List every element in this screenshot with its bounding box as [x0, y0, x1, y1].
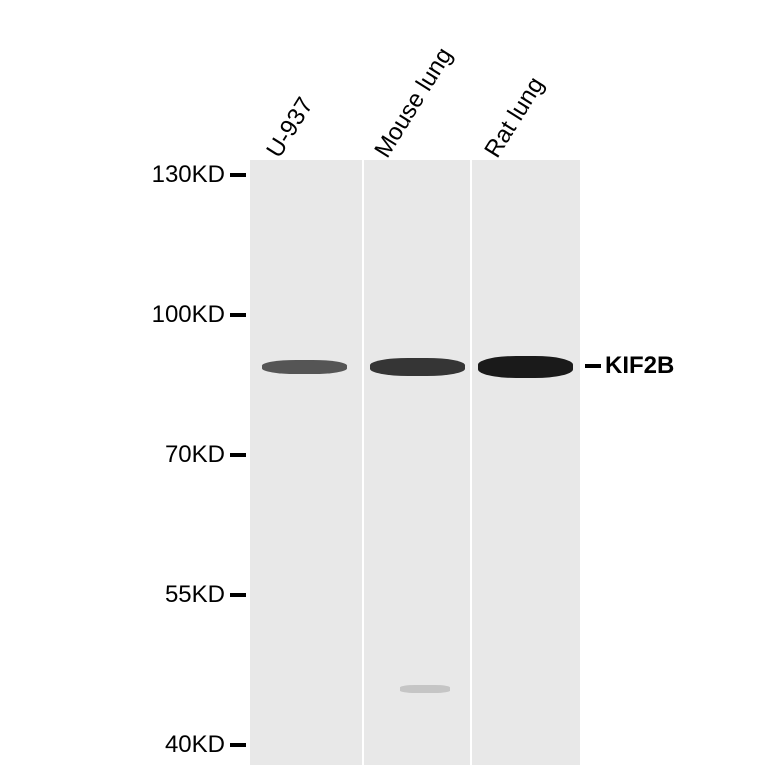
band-lane2 — [370, 358, 465, 376]
marker-tick — [230, 743, 246, 747]
marker-label: 130KD — [145, 161, 225, 189]
lane-label: U-937 — [261, 93, 319, 163]
marker-label: 55KD — [155, 581, 225, 609]
marker-label: 100KD — [145, 301, 225, 329]
band-identifier-label: KIF2B — [605, 352, 674, 380]
lane-divider — [362, 160, 364, 765]
lane-label: Rat lung — [479, 72, 550, 163]
band-lane1 — [262, 360, 347, 374]
lane-label: Mouse lung — [369, 43, 458, 163]
marker-tick — [230, 453, 246, 457]
lane-divider — [470, 160, 472, 765]
blot-membrane-area — [250, 160, 580, 765]
band-lane3 — [478, 356, 573, 378]
band-identifier-tick — [585, 364, 601, 368]
western-blot-figure: 130KD 100KD 70KD 55KD 40KD U-937 Mouse l… — [90, 40, 690, 740]
marker-tick — [230, 173, 246, 177]
marker-label: 70KD — [155, 441, 225, 469]
marker-label: 40KD — [155, 731, 225, 759]
marker-tick — [230, 593, 246, 597]
noise-artifact — [400, 685, 450, 693]
marker-tick — [230, 313, 246, 317]
